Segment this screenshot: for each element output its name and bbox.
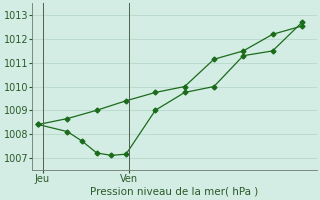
X-axis label: Pression niveau de la mer( hPa ): Pression niveau de la mer( hPa ) <box>90 187 259 197</box>
